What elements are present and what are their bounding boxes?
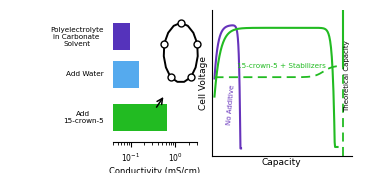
- Text: Theoretical Capacity: Theoretical Capacity: [344, 40, 350, 112]
- Text: Add
15-crown-5: Add 15-crown-5: [63, 111, 104, 124]
- Text: No Additive: No Additive: [226, 85, 235, 125]
- Y-axis label: Cell Voltage: Cell Voltage: [198, 56, 208, 110]
- Text: 15-crown-5 + Stabilizers: 15-crown-5 + Stabilizers: [237, 63, 326, 69]
- Bar: [113, 104, 167, 131]
- Bar: [113, 23, 130, 50]
- X-axis label: Conductivity (mS/cm): Conductivity (mS/cm): [109, 167, 201, 173]
- Text: Polyelectrolyte
in Carbonate
Solvent: Polyelectrolyte in Carbonate Solvent: [50, 27, 104, 47]
- Text: Add Water: Add Water: [66, 71, 104, 77]
- Bar: [113, 61, 139, 88]
- X-axis label: Capacity: Capacity: [262, 158, 301, 167]
